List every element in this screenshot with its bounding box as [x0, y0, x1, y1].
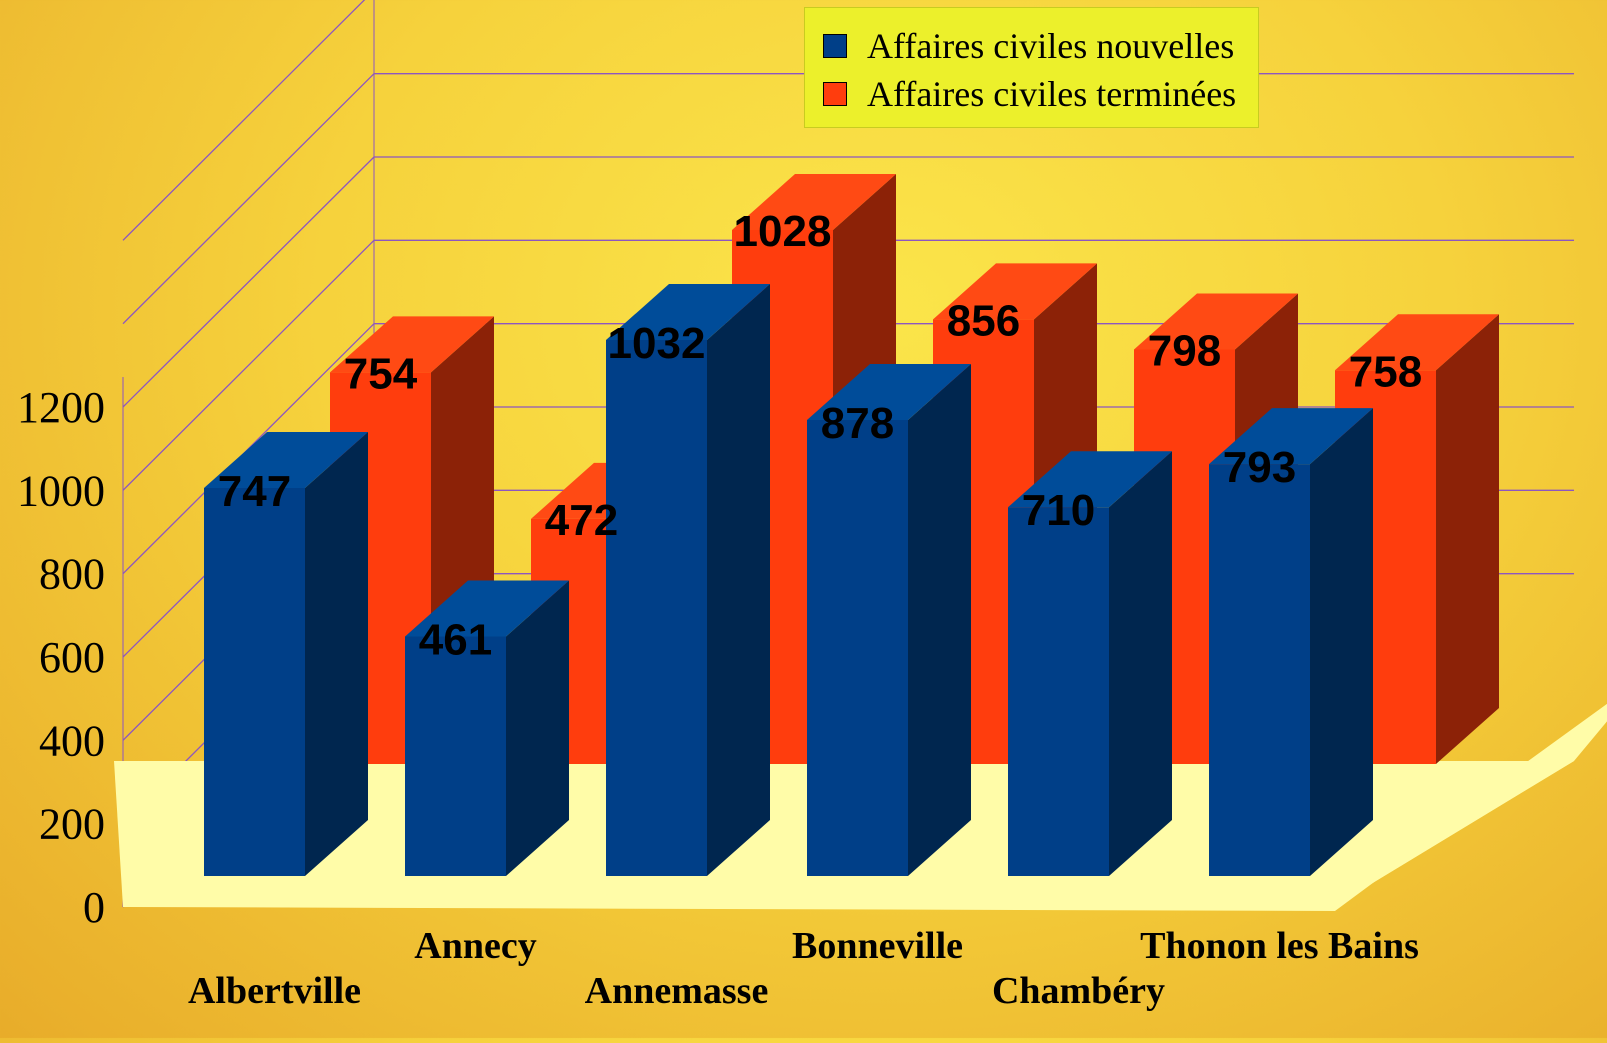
bar-bonneville-nouvelles-top: [807, 363, 971, 420]
legend-label-nouvelles: Affaires civiles nouvelles: [867, 26, 1235, 66]
legend-swatch-nouvelles: [823, 34, 847, 58]
data-label-terminees: 856: [947, 296, 1020, 345]
bar-thonon-les-bains-nouvelles-side: [1310, 408, 1373, 876]
y-tick-label: 200: [39, 800, 105, 849]
x-tick-label: Annecy: [414, 925, 536, 967]
bar-chambery-nouvelles-side: [1109, 451, 1172, 876]
bar-albertville-nouvelles-side: [305, 432, 368, 876]
bar-albertville-nouvelles-front: [204, 488, 305, 876]
data-label-nouvelles: 710: [1022, 486, 1095, 535]
bar-annemasse-nouvelles-side: [707, 283, 770, 876]
data-label-terminees: 798: [1148, 327, 1221, 376]
bar-bonneville-nouvelles-front: [807, 419, 908, 876]
data-label-terminees: 758: [1349, 347, 1422, 396]
bar-chambery-nouvelles-front: [1008, 507, 1109, 876]
y-tick-label: 1200: [17, 383, 105, 432]
data-label-nouvelles: 747: [218, 467, 291, 516]
bar-bonneville-terminees-top: [933, 263, 1097, 320]
gridline-side: [122, 239, 375, 491]
data-label-terminees: 472: [545, 496, 618, 545]
y-tick-label: 0: [83, 883, 105, 932]
data-label-nouvelles: 1032: [608, 319, 706, 368]
legend: Affaires civiles nouvelles Affaires civi…: [804, 7, 1259, 128]
bar-bonneville-nouvelles-side: [908, 363, 971, 876]
data-label-nouvelles: 878: [821, 399, 894, 448]
bar-thonon-les-bains-nouvelles-top: [1209, 408, 1373, 465]
bar-annemasse-terminees-top: [732, 174, 896, 231]
x-tick-label: Thonon les Bains: [1140, 925, 1419, 967]
x-tick-label: Annemasse: [585, 970, 769, 1012]
legend-label-terminees: Affaires civiles terminées: [867, 74, 1237, 114]
bar-annecy-nouvelles-front: [405, 636, 506, 876]
bar-annecy-nouvelles-top: [405, 580, 569, 637]
legend-item-terminees: Affaires civiles terminées: [823, 72, 1236, 116]
x-tick-label: Chambéry: [992, 970, 1165, 1012]
bar-chambery-terminees-top: [1134, 293, 1298, 350]
bar-annecy-nouvelles-side: [506, 580, 569, 876]
data-label-nouvelles: 793: [1223, 443, 1296, 492]
y-tick-label: 1000: [17, 466, 105, 515]
bar-thonon-les-bains-terminees-top: [1335, 314, 1499, 371]
gridline-side: [122, 156, 375, 408]
y-tick-label: 800: [39, 550, 105, 599]
bar-annemasse-nouvelles-top: [606, 283, 770, 340]
data-label-nouvelles: 461: [419, 616, 492, 665]
gridline-side: [122, 73, 375, 325]
gridline-side: [122, 0, 366, 241]
data-label-terminees: 1028: [734, 207, 832, 256]
data-label-terminees: 754: [344, 349, 418, 398]
bar-albertville-nouvelles-top: [204, 432, 368, 488]
bar-albertville-terminees-top: [330, 316, 494, 373]
bar-thonon-les-bains-nouvelles-front: [1209, 464, 1310, 876]
bar-thonon-les-bains-terminees-side: [1436, 314, 1499, 764]
bar-chambery-nouvelles-top: [1008, 451, 1172, 508]
y-tick-label: 600: [39, 633, 105, 682]
bar-annemasse-nouvelles-front: [606, 339, 707, 876]
legend-swatch-terminees: [823, 82, 847, 106]
x-tick-label: Albertville: [188, 970, 361, 1012]
y-tick-label: 400: [39, 716, 105, 765]
legend-item-nouvelles: Affaires civiles nouvelles: [823, 24, 1234, 68]
x-tick-label: Bonneville: [792, 925, 963, 967]
